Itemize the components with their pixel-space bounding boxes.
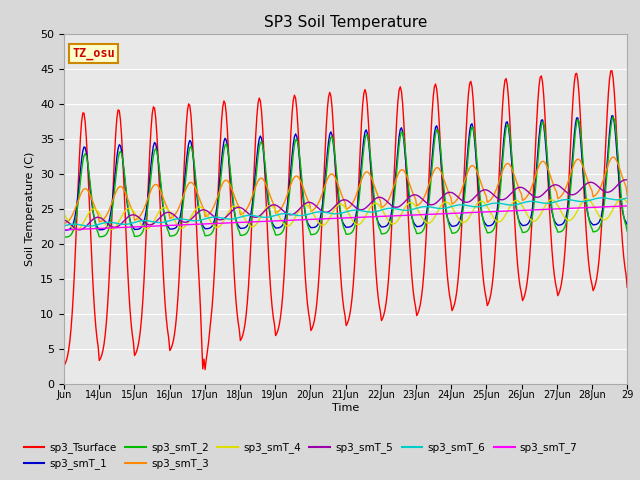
sp3_smT_1 xyxy=(60,227,68,233)
Text: TZ_osu: TZ_osu xyxy=(72,47,115,60)
sp3_smT_2 xyxy=(474,169,482,175)
sp3_Tsurface xyxy=(376,308,384,314)
sp3_smT_7 xyxy=(298,217,305,223)
sp3_smT_5 xyxy=(476,190,483,196)
sp3_smT_6 xyxy=(573,198,580,204)
sp3_smT_7 xyxy=(623,203,631,209)
sp3_Tsurface xyxy=(403,194,411,200)
X-axis label: Time: Time xyxy=(332,403,359,413)
sp3_Tsurface xyxy=(201,367,209,372)
Legend: sp3_Tsurface, sp3_smT_1, sp3_smT_2, sp3_smT_3, sp3_smT_4, sp3_smT_5, sp3_smT_6, : sp3_Tsurface, sp3_smT_1, sp3_smT_2, sp3_… xyxy=(19,438,582,474)
sp3_smT_4 xyxy=(376,204,384,210)
sp3_smT_2 xyxy=(375,225,383,230)
sp3_smT_7 xyxy=(403,213,410,218)
sp3_smT_2 xyxy=(236,228,243,234)
sp3_smT_6 xyxy=(237,214,244,220)
sp3_Tsurface xyxy=(299,226,307,232)
sp3_smT_6 xyxy=(299,213,307,218)
sp3_smT_2 xyxy=(609,114,617,120)
sp3_smT_4 xyxy=(237,208,244,214)
Line: sp3_smT_1: sp3_smT_1 xyxy=(64,116,627,230)
sp3_smT_4 xyxy=(476,199,483,205)
sp3_smT_7 xyxy=(572,205,579,211)
Y-axis label: Soil Temperature (C): Soil Temperature (C) xyxy=(24,152,35,266)
sp3_smT_4 xyxy=(573,209,580,215)
sp3_smT_1 xyxy=(608,113,616,119)
sp3_smT_6 xyxy=(623,195,631,201)
sp3_smT_1 xyxy=(375,221,383,227)
sp3_smT_5 xyxy=(622,177,630,183)
sp3_smT_2 xyxy=(60,234,68,240)
sp3_Tsurface xyxy=(60,362,68,368)
sp3_smT_6 xyxy=(376,207,384,213)
sp3_smT_2 xyxy=(623,228,631,234)
sp3_smT_3 xyxy=(609,154,617,160)
sp3_smT_4 xyxy=(619,195,627,201)
sp3_smT_5 xyxy=(60,217,68,223)
sp3_smT_2 xyxy=(298,173,305,179)
sp3_smT_1 xyxy=(236,224,243,229)
sp3_smT_1 xyxy=(403,164,410,169)
Line: sp3_smT_2: sp3_smT_2 xyxy=(64,117,627,237)
sp3_smT_4 xyxy=(623,200,631,205)
sp3_smT_6 xyxy=(60,223,68,229)
sp3_Tsurface xyxy=(476,214,483,219)
sp3_smT_6 xyxy=(403,207,411,213)
sp3_smT_1 xyxy=(623,222,631,228)
sp3_smT_3 xyxy=(298,180,305,186)
sp3_smT_4 xyxy=(403,202,411,207)
sp3_Tsurface xyxy=(573,71,580,76)
sp3_smT_2 xyxy=(403,156,410,162)
sp3_smT_5 xyxy=(76,227,83,233)
sp3_smT_3 xyxy=(236,204,243,210)
sp3_smT_3 xyxy=(474,171,482,177)
sp3_smT_4 xyxy=(72,227,79,233)
sp3_Tsurface xyxy=(623,285,631,290)
sp3_smT_1 xyxy=(474,177,482,183)
Line: sp3_Tsurface: sp3_Tsurface xyxy=(64,71,627,370)
sp3_smT_5 xyxy=(299,203,307,208)
sp3_smT_3 xyxy=(572,158,579,164)
sp3_smT_5 xyxy=(403,196,411,202)
sp3_smT_1 xyxy=(298,179,305,185)
sp3_Tsurface xyxy=(237,338,244,344)
Line: sp3_smT_5: sp3_smT_5 xyxy=(64,180,627,230)
sp3_smT_7 xyxy=(236,219,243,225)
sp3_smT_7 xyxy=(375,214,383,219)
Line: sp3_smT_7: sp3_smT_7 xyxy=(64,206,627,230)
sp3_smT_5 xyxy=(376,194,384,200)
sp3_smT_5 xyxy=(623,177,631,183)
sp3_smT_4 xyxy=(299,203,307,209)
Title: SP3 Soil Temperature: SP3 Soil Temperature xyxy=(264,15,428,30)
sp3_smT_3 xyxy=(375,195,383,201)
sp3_smT_1 xyxy=(572,121,579,127)
sp3_smT_5 xyxy=(573,190,580,196)
sp3_smT_2 xyxy=(572,128,579,134)
sp3_smT_7 xyxy=(474,209,482,215)
sp3_smT_5 xyxy=(237,204,244,210)
Line: sp3_smT_3: sp3_smT_3 xyxy=(64,157,627,224)
sp3_smT_3 xyxy=(623,192,631,198)
sp3_smT_4 xyxy=(60,211,68,216)
sp3_smT_7 xyxy=(60,227,68,233)
Line: sp3_smT_6: sp3_smT_6 xyxy=(64,198,627,226)
sp3_Tsurface xyxy=(608,68,616,73)
sp3_smT_6 xyxy=(598,195,606,201)
sp3_smT_3 xyxy=(403,172,410,178)
sp3_smT_6 xyxy=(85,223,93,229)
Line: sp3_smT_4: sp3_smT_4 xyxy=(64,198,627,230)
sp3_smT_6 xyxy=(476,204,483,210)
sp3_smT_3 xyxy=(60,221,68,227)
